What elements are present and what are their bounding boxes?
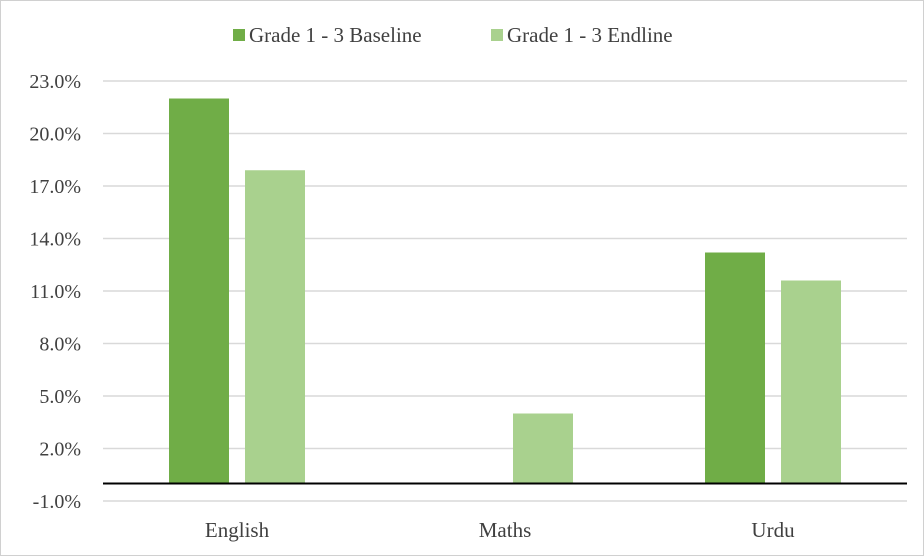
y-tick-label: 8.0% [39,334,81,356]
y-tick-label: 11.0% [30,281,81,303]
x-category-label: Urdu [751,518,795,542]
x-axis-categories: English Maths Urdu [205,518,795,542]
x-category-label: Maths [479,518,532,542]
bar-maths-endline [513,413,573,484]
x-category-label: English [205,518,270,542]
y-tick-label: 20.0% [29,124,81,146]
y-tick-label: 2.0% [39,439,81,461]
y-tick-label: -1.0% [33,491,81,513]
y-tick-label: 23.0% [29,71,81,93]
y-axis-ticks: 23.0% 20.0% 17.0% 14.0% 11.0% 8.0% 5.0% 2.0% -1.… [29,71,81,513]
bar-urdu-baseline [705,252,765,484]
legend-label: Grade 1 - 3 Endline [507,23,673,47]
y-tick-label: 14.0% [29,229,81,251]
y-tick-label: 17.0% [29,176,81,198]
legend: Grade 1 - 3 Baseline Grade 1 - 3 Endline [233,23,673,47]
bar-english-endline [245,170,305,484]
legend-label: Grade 1 - 3 Baseline [249,23,422,47]
bar-english-baseline [169,98,229,484]
bar-urdu-endline [781,280,841,484]
legend-swatch [491,29,503,41]
gridlines [103,80,907,502]
legend-swatch [233,29,245,41]
bars [169,98,841,484]
y-tick-label: 5.0% [39,386,81,408]
